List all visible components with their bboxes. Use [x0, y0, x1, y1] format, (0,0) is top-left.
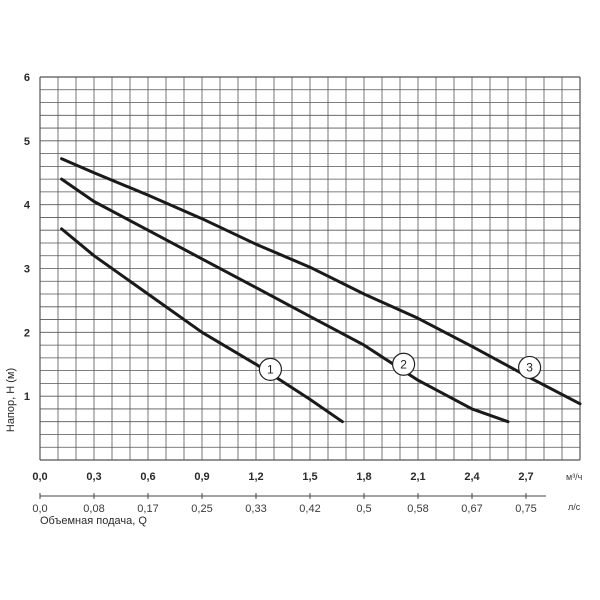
x-tick-label: 0,6 [140, 471, 155, 483]
y-tick-label: 6 [24, 72, 30, 84]
x2-tick-label: 0,42 [299, 503, 320, 515]
x-tick-label: 2,1 [410, 471, 425, 483]
y-tick-label: 5 [24, 136, 30, 148]
curve-labels: 1 2 3 [258, 352, 542, 381]
x2-tick-label: 0,33 [245, 503, 266, 515]
x2-unit-label: л/с [568, 502, 581, 512]
curve-2 [60, 177, 510, 424]
curve-label: 3 [526, 360, 533, 374]
x2-tick-label: 0,67 [461, 503, 482, 515]
y-tick-labels: 1 2 3 4 5 6 [24, 72, 31, 403]
y-tick-label: 4 [24, 200, 31, 212]
x-tick-label: 0,0 [32, 471, 47, 483]
y-axis-title: Напор, Н (м) [5, 368, 17, 432]
x-tick-label: 1,5 [302, 471, 317, 483]
curves [60, 157, 582, 424]
y-tick-label: 3 [24, 264, 30, 276]
x-axis-title: Объемная подача, Q [40, 515, 147, 527]
x2-tick-label: 0,0 [32, 503, 47, 515]
x-tick-label: 0,9 [194, 471, 209, 483]
x-tick-label: 2,4 [464, 471, 480, 483]
curve-label: 2 [400, 357, 407, 371]
curve-3 [60, 157, 582, 406]
x-tick-labels: 0,0 0,3 0,6 0,9 1,2 1,5 1,8 2,1 2,4 2,7 [32, 471, 533, 483]
curve-1 [60, 227, 344, 424]
x2-tick-label: 0,08 [83, 503, 104, 515]
curve-label: 1 [267, 362, 274, 376]
curve-label-circle [392, 352, 416, 376]
x2-tick-label: 0,58 [407, 503, 428, 515]
x2-tick-label: 0,5 [356, 503, 371, 515]
x2-tick-label: 0,25 [191, 503, 212, 515]
x-tick-label: 2,7 [518, 471, 533, 483]
x-tick-label: 1,2 [248, 471, 263, 483]
x-tick-label: 1,8 [356, 471, 371, 483]
y-tick-label: 1 [24, 391, 30, 403]
curve-label-circle [517, 355, 542, 380]
x2-tick-label: 0,17 [137, 503, 158, 515]
x2-tick-label: 0,75 [515, 503, 536, 515]
x-unit-label: м³/ч [566, 472, 583, 482]
grid [39, 76, 581, 461]
x-tick-label: 0,3 [86, 471, 101, 483]
y-tick-label: 2 [24, 327, 30, 339]
curve-label-circle [258, 357, 282, 381]
